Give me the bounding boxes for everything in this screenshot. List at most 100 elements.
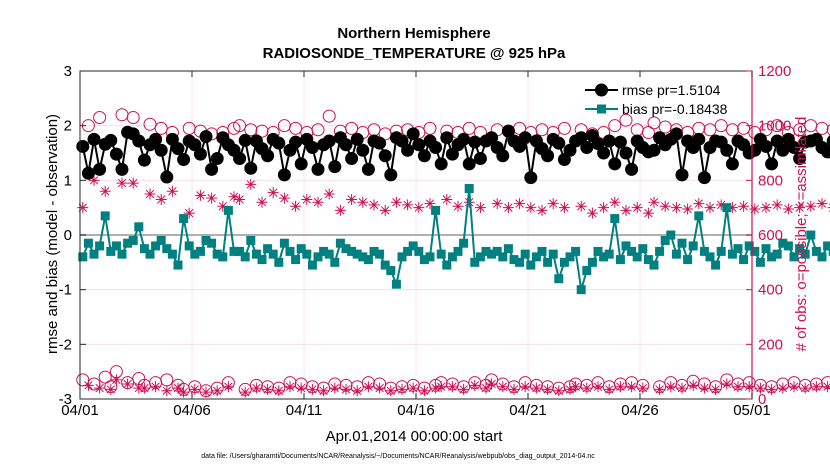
rmse-point bbox=[373, 136, 387, 150]
bias-point bbox=[492, 246, 502, 256]
obs-assimilated-point bbox=[402, 199, 414, 211]
obs-assimilated-point bbox=[637, 382, 649, 394]
bias-point bbox=[419, 255, 429, 265]
obs-assimilated-point bbox=[816, 198, 828, 210]
obs-assimilated-point bbox=[306, 383, 318, 395]
obs-assimilated-point bbox=[704, 202, 716, 214]
bias-point bbox=[677, 238, 687, 248]
rmse-point bbox=[137, 153, 151, 167]
obs-assimilated-point bbox=[469, 379, 481, 391]
obs-assimilated-point bbox=[340, 383, 352, 395]
rmse-point bbox=[412, 138, 426, 152]
bias-point bbox=[363, 255, 373, 265]
rmse-point bbox=[401, 143, 415, 157]
obs-possible-point bbox=[557, 121, 571, 135]
obs-assimilated-point bbox=[626, 381, 638, 393]
bias-point bbox=[358, 252, 368, 262]
bias-point bbox=[223, 205, 233, 215]
obs-assimilated-point bbox=[603, 383, 615, 395]
y-left-tick-label: 2 bbox=[64, 118, 72, 135]
obs-assimilated-point bbox=[525, 202, 537, 214]
obs-possible-point bbox=[826, 124, 830, 136]
bias-point bbox=[649, 260, 659, 270]
obs-assimilated-point bbox=[558, 202, 570, 214]
obs-assimilated-point bbox=[133, 382, 145, 394]
rmse-point bbox=[305, 141, 319, 155]
bias-point bbox=[100, 211, 110, 221]
obs-assimilated-point bbox=[614, 381, 626, 393]
bias-point bbox=[509, 255, 519, 265]
legend: rmse pr=1.5104 bias pr=-0.18438 bbox=[585, 82, 728, 117]
obs-assimilated-point bbox=[458, 383, 470, 395]
obs-possible-point bbox=[658, 120, 672, 134]
bias-point bbox=[615, 255, 625, 265]
bias-point bbox=[604, 249, 614, 259]
bias-point bbox=[778, 238, 788, 248]
obs-assimilated-point bbox=[642, 207, 654, 219]
obs-assimilated-point bbox=[782, 203, 794, 215]
y-right-tick-label: 0 bbox=[758, 391, 766, 408]
obs-possible-point bbox=[160, 373, 174, 387]
rmse-point bbox=[149, 132, 163, 146]
bias-point bbox=[772, 249, 782, 259]
rmse-point bbox=[602, 134, 616, 148]
obs-assimilated-point bbox=[122, 378, 134, 390]
rmse-point bbox=[485, 131, 499, 145]
obs-assimilated-point bbox=[530, 382, 542, 394]
bias-point bbox=[167, 249, 177, 259]
rmse-point bbox=[468, 135, 482, 149]
bias-point bbox=[565, 252, 575, 262]
bias-point bbox=[795, 244, 805, 254]
obs-assimilated-point bbox=[463, 196, 475, 208]
bias-point bbox=[251, 249, 261, 259]
obs-assimilated-point bbox=[161, 385, 173, 397]
obs-assimilated-point bbox=[99, 185, 111, 197]
obs-assimilated-point bbox=[262, 383, 274, 395]
rmse-point bbox=[541, 149, 555, 163]
bias-point bbox=[632, 252, 642, 262]
bias-point bbox=[503, 244, 513, 254]
obs-assimilated-point bbox=[480, 382, 492, 394]
bias-point bbox=[408, 241, 418, 251]
data-file-footnote: data file: /Users/gharamti/Documents/NCA… bbox=[201, 453, 595, 460]
rmse-point bbox=[277, 168, 291, 182]
bias-point bbox=[375, 249, 385, 259]
bias-point bbox=[274, 257, 284, 267]
bias-point bbox=[403, 246, 413, 256]
rmse-point bbox=[132, 134, 146, 148]
obs-possible-point bbox=[322, 109, 336, 123]
obs-possible-point bbox=[619, 113, 633, 127]
chart-title-line-2: RADIOSONDE_TEMPERATURE @ 925 hPa bbox=[263, 45, 566, 62]
bias-point bbox=[212, 249, 222, 259]
rmse-point bbox=[457, 132, 471, 146]
bias-point bbox=[783, 241, 793, 251]
rmse-point bbox=[518, 131, 532, 145]
obs-possible-point bbox=[692, 121, 706, 135]
bias-point bbox=[711, 260, 721, 270]
obs-assimilated-point bbox=[474, 202, 486, 214]
bias-point bbox=[576, 285, 586, 295]
rmse-point bbox=[597, 146, 611, 160]
obs-assimilated-point bbox=[178, 386, 190, 398]
y-left-tick-label: -1 bbox=[59, 282, 72, 299]
rmse-point bbox=[697, 171, 711, 185]
obs-possible-point bbox=[647, 116, 661, 130]
y-right-tick-label: 1000 bbox=[758, 118, 791, 135]
obs-assimilated-point bbox=[726, 202, 738, 214]
obs-possible-point bbox=[233, 119, 247, 133]
bias-point bbox=[285, 246, 295, 256]
bias-point bbox=[727, 249, 737, 259]
bias-point bbox=[638, 244, 648, 254]
obs-assimilated-point bbox=[592, 381, 604, 393]
bias-point bbox=[526, 260, 536, 270]
obs-assimilated-point bbox=[105, 383, 117, 395]
bias-point bbox=[475, 252, 485, 262]
obs-assimilated-point bbox=[508, 383, 520, 395]
obs-assimilated-point bbox=[682, 203, 694, 215]
bias-point bbox=[587, 257, 597, 267]
obs-assimilated-point bbox=[88, 174, 100, 186]
rmse-point bbox=[233, 151, 247, 165]
bias-point bbox=[442, 260, 452, 270]
obs-assimilated-point bbox=[542, 383, 554, 395]
